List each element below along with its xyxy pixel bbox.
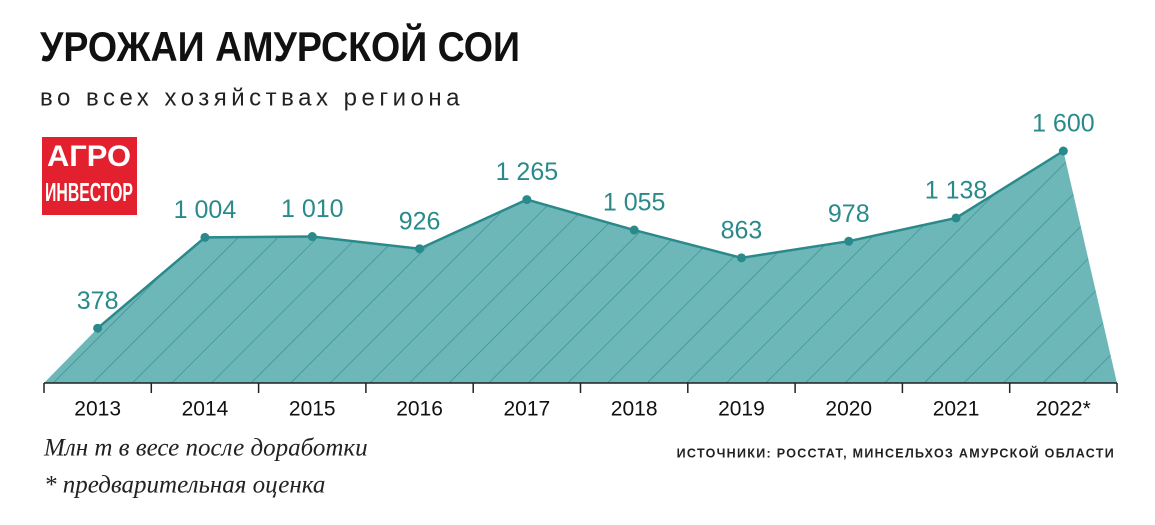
x-tick-label: 2020 xyxy=(825,398,872,421)
data-label: 926 xyxy=(399,207,441,235)
x-tick-label: 2013 xyxy=(74,398,121,421)
point xyxy=(522,195,532,205)
x-tick-label: 2019 xyxy=(718,398,765,421)
data-label: 978 xyxy=(828,200,870,228)
data-label: 1 004 xyxy=(174,196,237,224)
source: ИСТОЧНИКИ: РОССТАТ, МИНСЕЛЬХОЗ АМУРСКОЙ … xyxy=(677,445,1115,460)
logo-text: АГРО xyxy=(47,140,131,173)
point xyxy=(200,232,210,242)
data-label: 1 600 xyxy=(1032,110,1095,138)
x-tick-label: 2014 xyxy=(182,398,229,421)
point xyxy=(629,225,639,235)
data-label: 1 010 xyxy=(281,195,344,223)
data-label: 378 xyxy=(77,287,119,315)
line xyxy=(96,149,1065,330)
data-label: 1 138 xyxy=(925,177,988,205)
logo-box xyxy=(42,137,137,215)
footnote: * предварительная оценка xyxy=(44,472,325,499)
point xyxy=(93,323,103,333)
data-label: 1 265 xyxy=(496,158,559,186)
point xyxy=(736,253,746,263)
data-label: 863 xyxy=(721,216,763,244)
point xyxy=(844,236,854,246)
point xyxy=(1058,146,1068,156)
x-tick-label: 2017 xyxy=(503,398,550,421)
chart-title: УРОЖАИ АМУРСКОЙ СОИ xyxy=(40,22,520,70)
chart-subtitle: во всех хозяйствах региона xyxy=(40,84,464,111)
x-tick-label: 2016 xyxy=(396,398,443,421)
area xyxy=(44,151,1117,383)
point xyxy=(415,244,425,254)
logo-text: ИНВЕСТОР xyxy=(45,177,133,207)
data-label: 1 055 xyxy=(603,189,666,217)
x-tick-label: 2015 xyxy=(289,398,336,421)
point xyxy=(951,213,961,223)
x-tick-label: 2018 xyxy=(611,398,658,421)
unit-note: Млн т в весе после доработки xyxy=(43,435,368,462)
x-tick-label: 2021 xyxy=(933,398,980,421)
point xyxy=(307,232,317,242)
x-tick-label: 2022* xyxy=(1036,398,1091,421)
